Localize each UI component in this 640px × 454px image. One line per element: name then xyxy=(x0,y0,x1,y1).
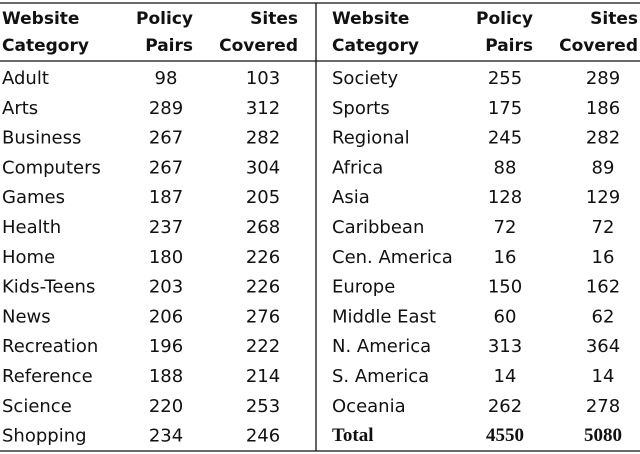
number-cell: 196 xyxy=(149,336,183,357)
category-cell: Shopping xyxy=(2,426,87,447)
header-cell: Pairs xyxy=(145,36,193,56)
category-cell: Adult xyxy=(2,68,49,89)
number-cell: 237 xyxy=(149,217,183,238)
header-cell: Covered xyxy=(559,36,638,56)
category-cell: Computers xyxy=(2,157,101,178)
number-cell: 313 xyxy=(488,336,522,357)
number-cell: 16 xyxy=(494,247,517,268)
category-cell: Regional xyxy=(332,128,410,149)
number-cell: 304 xyxy=(246,157,280,178)
header-cell: Covered xyxy=(219,36,298,56)
category-cell: Africa xyxy=(332,157,383,178)
header-cell: Policy xyxy=(476,9,533,29)
number-cell: 89 xyxy=(592,157,615,178)
number-cell: 14 xyxy=(494,366,517,387)
number-cell: 103 xyxy=(246,68,280,89)
category-cell: Home xyxy=(2,247,55,268)
number-cell: 267 xyxy=(149,157,183,178)
number-cell: 214 xyxy=(246,366,280,387)
header-cell: Category xyxy=(2,36,89,56)
number-cell: 234 xyxy=(149,426,183,447)
number-cell: 203 xyxy=(149,277,183,298)
number-cell: 162 xyxy=(586,277,620,298)
number-cell: 278 xyxy=(586,396,620,417)
number-cell: 88 xyxy=(494,157,517,178)
category-cell: Sports xyxy=(332,98,390,119)
number-cell: 206 xyxy=(149,306,183,327)
category-cell: Asia xyxy=(332,187,370,208)
category-cell: Cen. America xyxy=(332,247,453,268)
number-cell: 60 xyxy=(494,306,517,327)
total-cell: 5080 xyxy=(584,425,622,446)
number-cell: 186 xyxy=(586,98,620,119)
number-cell: 245 xyxy=(488,128,522,149)
category-cell: Society xyxy=(332,68,398,89)
category-cell: Health xyxy=(2,217,61,238)
number-cell: 255 xyxy=(488,68,522,89)
number-cell: 129 xyxy=(586,187,620,208)
category-cell: Middle East xyxy=(332,306,436,327)
total-cell: Total xyxy=(332,425,374,446)
header-cell: Sites xyxy=(250,9,298,29)
number-cell: 150 xyxy=(488,277,522,298)
number-cell: 282 xyxy=(586,128,620,149)
number-cell: 312 xyxy=(246,98,280,119)
number-cell: 262 xyxy=(488,396,522,417)
number-cell: 226 xyxy=(246,277,280,298)
header-cell: Pairs xyxy=(485,36,533,56)
number-cell: 267 xyxy=(149,128,183,149)
category-cell: Europe xyxy=(332,277,395,298)
number-cell: 16 xyxy=(592,247,615,268)
number-cell: 72 xyxy=(592,217,615,238)
header-cell: Policy xyxy=(136,9,193,29)
number-cell: 220 xyxy=(149,396,183,417)
header-cell: Category xyxy=(332,36,419,56)
category-cell: Business xyxy=(2,128,81,149)
category-cell: N. America xyxy=(332,336,431,357)
number-cell: 364 xyxy=(586,336,620,357)
number-cell: 246 xyxy=(246,426,280,447)
number-cell: 276 xyxy=(246,306,280,327)
number-cell: 282 xyxy=(246,128,280,149)
total-cell: 4550 xyxy=(486,425,524,446)
category-cell: Recreation xyxy=(2,336,98,357)
number-cell: 188 xyxy=(149,366,183,387)
category-cell: Reference xyxy=(2,366,93,387)
header-cell: Website xyxy=(332,9,409,29)
category-cell: Oceania xyxy=(332,396,406,417)
header-cell: Sites xyxy=(590,9,638,29)
number-cell: 289 xyxy=(149,98,183,119)
header-cell: Website xyxy=(2,9,79,29)
number-cell: 222 xyxy=(246,336,280,357)
number-cell: 98 xyxy=(155,68,178,89)
number-cell: 72 xyxy=(494,217,517,238)
category-cell: Science xyxy=(2,396,72,417)
number-cell: 175 xyxy=(488,98,522,119)
category-cell: S. America xyxy=(332,366,429,387)
category-cell: Arts xyxy=(2,98,38,119)
number-cell: 128 xyxy=(488,187,522,208)
number-cell: 268 xyxy=(246,217,280,238)
category-cell: News xyxy=(2,306,51,327)
category-cell: Kids-Teens xyxy=(2,277,95,298)
number-cell: 180 xyxy=(149,247,183,268)
category-cell: Games xyxy=(2,187,65,208)
number-cell: 205 xyxy=(246,187,280,208)
category-cell: Caribbean xyxy=(332,217,424,238)
number-cell: 187 xyxy=(149,187,183,208)
number-cell: 253 xyxy=(246,396,280,417)
number-cell: 62 xyxy=(592,306,615,327)
number-cell: 226 xyxy=(246,247,280,268)
number-cell: 14 xyxy=(592,366,615,387)
number-cell: 289 xyxy=(586,68,620,89)
